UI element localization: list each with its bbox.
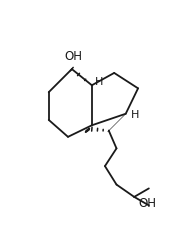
Text: OH: OH (138, 197, 156, 210)
Text: H: H (95, 77, 104, 87)
Polygon shape (108, 114, 126, 132)
Text: OH: OH (64, 50, 82, 63)
Text: H: H (131, 110, 139, 120)
